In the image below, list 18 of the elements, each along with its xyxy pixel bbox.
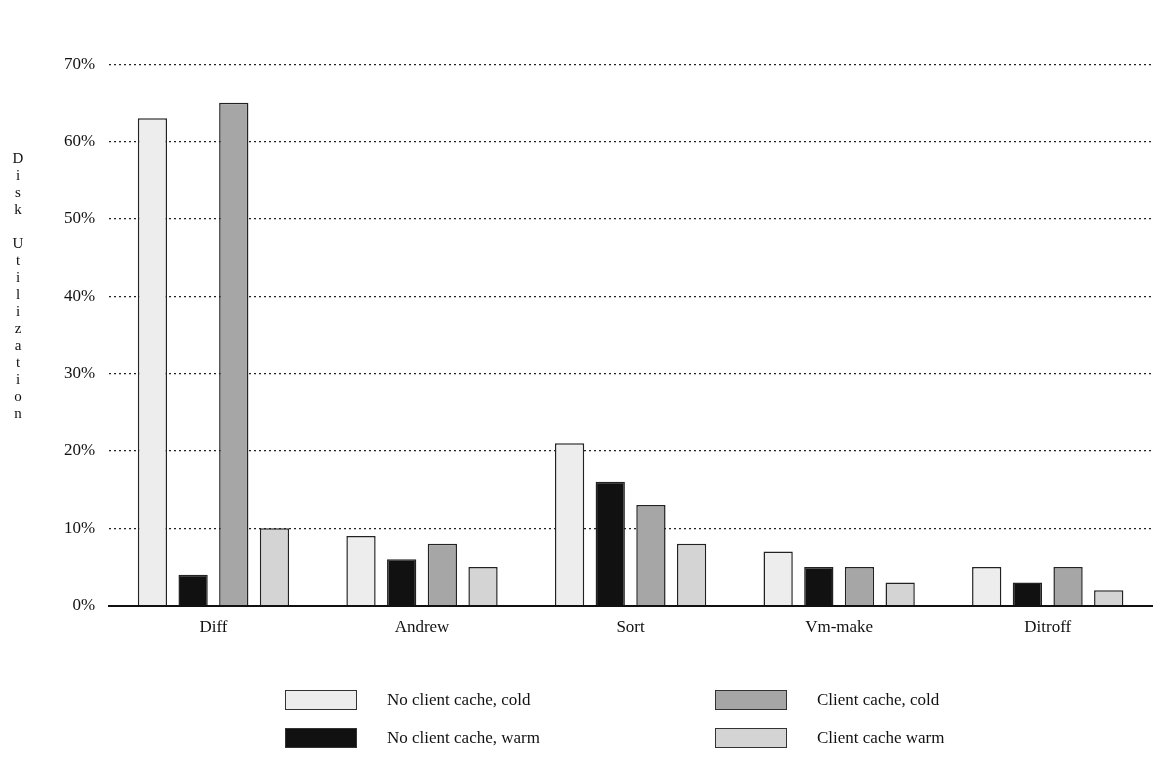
y-tick-label: 0%: [72, 595, 96, 615]
y-tick-label: 10%: [63, 517, 96, 537]
y-tick-label: 50%: [63, 208, 96, 228]
legend-label: Client cache warm: [817, 728, 945, 748]
legend-label: No client cache, cold: [387, 690, 531, 710]
x-tick-label: Vm-make: [805, 617, 874, 637]
y-tick-label: 60%: [63, 131, 96, 151]
text: Disk Utilization: [12, 150, 24, 421]
y-tick-label: 20%: [63, 440, 96, 460]
x-tick-label: Ditroff: [1024, 617, 1072, 637]
y-tick-label: 30%: [63, 363, 96, 383]
legend-label: No client cache, warm: [387, 728, 540, 748]
x-tick-label: Sort: [616, 617, 646, 637]
x-tick-label: Diff: [199, 617, 228, 637]
y-tick-label: 40%: [63, 285, 96, 305]
y-tick-label: 70%: [63, 53, 96, 73]
x-tick-label: Andrew: [394, 617, 451, 637]
legend-label: Client cache, cold: [817, 690, 940, 710]
